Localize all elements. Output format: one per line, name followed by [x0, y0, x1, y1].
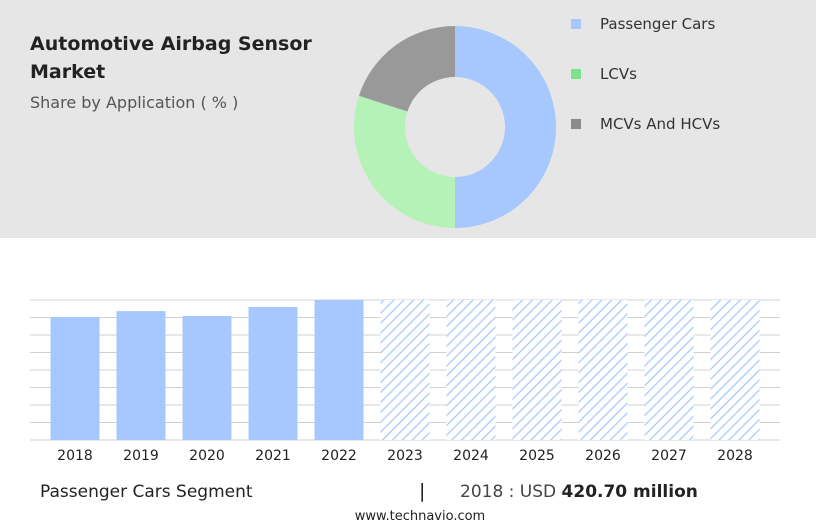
legend-swatch — [571, 19, 581, 29]
footer-value: 2018 : USD 420.70 million — [460, 482, 698, 502]
forecast-bar — [644, 300, 694, 440]
x-tick-label: 2020 — [189, 448, 225, 464]
bar — [182, 316, 232, 440]
value-label: 420.70 million — [561, 482, 698, 502]
x-tick-label: 2025 — [519, 448, 555, 464]
bar — [248, 307, 298, 440]
forecast-bar — [578, 300, 628, 440]
bar — [116, 311, 166, 440]
bar — [314, 300, 364, 440]
x-tick-label: 2022 — [321, 448, 357, 464]
donut-slice — [455, 26, 556, 228]
footer-segment: Passenger Cars Segment — [40, 482, 253, 502]
legend-label: MCVs And HCVs — [600, 115, 720, 133]
x-tick-label: 2021 — [255, 448, 291, 464]
x-tick-label: 2027 — [651, 448, 687, 464]
donut-slice — [358, 26, 455, 112]
x-tick-label: 2026 — [585, 448, 621, 464]
forecast-bar — [380, 300, 430, 440]
bar — [50, 317, 100, 440]
forecast-bar — [710, 300, 760, 440]
x-tick-label: 2019 — [123, 448, 159, 464]
legend-label: LCVs — [600, 65, 637, 83]
x-tick-label: 2023 — [387, 448, 423, 464]
chart-subtitle: Share by Application ( % ) — [30, 93, 239, 112]
forecast-bar — [446, 300, 496, 440]
x-tick-label: 2018 — [57, 448, 93, 464]
x-tick-label: 2024 — [453, 448, 489, 464]
separator: | — [419, 480, 426, 502]
footer-prefix: 2018 : USD — [460, 482, 557, 502]
donut-slice — [354, 95, 455, 229]
chart-title: Automotive Airbag Sensor Market — [30, 33, 312, 83]
legend-swatch — [571, 69, 581, 79]
legend-label: Passenger Cars — [600, 15, 715, 33]
x-tick-label: 2028 — [717, 448, 753, 464]
legend-swatch — [571, 119, 581, 129]
forecast-bar — [512, 300, 562, 440]
source: www.technavio.com — [354, 509, 486, 524]
